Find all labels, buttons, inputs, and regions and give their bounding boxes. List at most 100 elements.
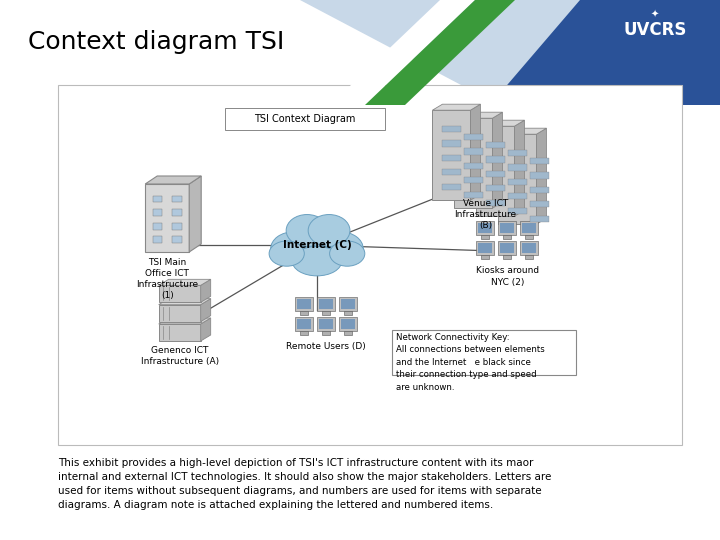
FancyBboxPatch shape — [477, 241, 494, 255]
FancyBboxPatch shape — [320, 299, 333, 309]
Polygon shape — [433, 104, 480, 110]
FancyBboxPatch shape — [172, 195, 181, 202]
FancyBboxPatch shape — [442, 155, 461, 161]
Polygon shape — [158, 299, 211, 305]
FancyBboxPatch shape — [172, 223, 181, 230]
FancyBboxPatch shape — [481, 255, 490, 259]
FancyBboxPatch shape — [486, 142, 505, 149]
Ellipse shape — [287, 222, 347, 268]
Text: Venue ICT
Infrastructure
(B): Venue ICT Infrastructure (B) — [454, 199, 516, 231]
FancyBboxPatch shape — [477, 126, 515, 216]
Polygon shape — [559, 136, 569, 232]
Polygon shape — [490, 0, 720, 105]
FancyBboxPatch shape — [297, 319, 311, 329]
FancyBboxPatch shape — [442, 126, 461, 132]
FancyBboxPatch shape — [522, 224, 536, 233]
FancyBboxPatch shape — [442, 140, 461, 147]
Ellipse shape — [271, 232, 317, 265]
FancyBboxPatch shape — [172, 209, 181, 216]
FancyBboxPatch shape — [300, 331, 308, 335]
Text: Internet (C): Internet (C) — [282, 240, 351, 250]
Polygon shape — [454, 112, 503, 118]
FancyBboxPatch shape — [341, 319, 356, 329]
Polygon shape — [492, 112, 503, 208]
FancyBboxPatch shape — [481, 235, 490, 239]
Ellipse shape — [269, 241, 305, 266]
Polygon shape — [201, 299, 211, 322]
Text: This exhibit provides a high-level depiction of TSI's ICT infrastructure content: This exhibit provides a high-level depic… — [58, 458, 552, 510]
FancyBboxPatch shape — [464, 192, 483, 198]
FancyBboxPatch shape — [526, 255, 534, 259]
FancyBboxPatch shape — [433, 110, 470, 200]
FancyBboxPatch shape — [464, 134, 483, 140]
FancyBboxPatch shape — [153, 223, 162, 230]
FancyBboxPatch shape — [508, 164, 527, 171]
FancyBboxPatch shape — [295, 317, 313, 331]
Text: Kiosks around
NYC (2): Kiosks around NYC (2) — [476, 266, 539, 287]
Polygon shape — [515, 120, 524, 216]
FancyBboxPatch shape — [500, 244, 514, 253]
Polygon shape — [158, 279, 211, 285]
Text: TSI Main
Office ICT
Infrastructure
(1): TSI Main Office ICT Infrastructure (1) — [136, 258, 198, 300]
FancyBboxPatch shape — [153, 209, 162, 216]
FancyBboxPatch shape — [318, 297, 336, 311]
Polygon shape — [300, 0, 720, 95]
FancyBboxPatch shape — [442, 184, 461, 190]
FancyBboxPatch shape — [344, 331, 352, 335]
FancyBboxPatch shape — [153, 195, 162, 202]
FancyBboxPatch shape — [508, 150, 527, 156]
FancyBboxPatch shape — [339, 297, 357, 311]
FancyBboxPatch shape — [323, 331, 330, 335]
FancyBboxPatch shape — [521, 221, 539, 235]
Text: Remote Users (D): Remote Users (D) — [287, 342, 366, 351]
FancyBboxPatch shape — [526, 235, 534, 239]
Ellipse shape — [286, 214, 328, 246]
Text: TSI Context Diagram: TSI Context Diagram — [254, 114, 356, 124]
FancyBboxPatch shape — [508, 179, 527, 185]
Polygon shape — [145, 176, 201, 184]
FancyBboxPatch shape — [153, 237, 162, 243]
FancyBboxPatch shape — [464, 177, 483, 184]
Text: Network Connectivity Key:
All connections between elements
and the Internet   e : Network Connectivity Key: All connection… — [396, 333, 544, 392]
FancyBboxPatch shape — [392, 330, 576, 375]
FancyBboxPatch shape — [503, 235, 511, 239]
FancyBboxPatch shape — [530, 215, 549, 222]
FancyBboxPatch shape — [341, 299, 356, 309]
Text: Context diagram TSI: Context diagram TSI — [28, 30, 284, 54]
FancyBboxPatch shape — [464, 163, 483, 169]
FancyBboxPatch shape — [498, 221, 516, 235]
Polygon shape — [470, 104, 480, 200]
FancyBboxPatch shape — [323, 311, 330, 315]
Polygon shape — [189, 176, 201, 252]
FancyBboxPatch shape — [486, 200, 505, 206]
FancyBboxPatch shape — [320, 319, 333, 329]
FancyBboxPatch shape — [530, 158, 549, 164]
Polygon shape — [158, 318, 211, 324]
FancyBboxPatch shape — [486, 157, 505, 163]
FancyBboxPatch shape — [486, 185, 505, 192]
FancyBboxPatch shape — [295, 297, 313, 311]
FancyBboxPatch shape — [486, 171, 505, 177]
Polygon shape — [536, 128, 546, 224]
FancyBboxPatch shape — [158, 305, 201, 322]
FancyBboxPatch shape — [521, 241, 539, 255]
FancyBboxPatch shape — [478, 244, 492, 253]
Ellipse shape — [308, 214, 350, 246]
FancyBboxPatch shape — [530, 201, 549, 207]
Polygon shape — [365, 0, 515, 105]
FancyBboxPatch shape — [500, 224, 514, 233]
FancyBboxPatch shape — [158, 324, 201, 341]
FancyBboxPatch shape — [58, 85, 682, 445]
Polygon shape — [498, 128, 546, 134]
Text: Genenco ICT
Infrastructure (A): Genenco ICT Infrastructure (A) — [140, 346, 219, 366]
FancyBboxPatch shape — [522, 244, 536, 253]
FancyBboxPatch shape — [530, 187, 549, 193]
FancyBboxPatch shape — [498, 241, 516, 255]
Polygon shape — [201, 279, 211, 302]
FancyBboxPatch shape — [300, 311, 308, 315]
FancyBboxPatch shape — [508, 207, 527, 214]
Polygon shape — [330, 0, 475, 105]
FancyBboxPatch shape — [318, 317, 336, 331]
Text: UVCRS: UVCRS — [624, 21, 687, 39]
FancyBboxPatch shape — [172, 237, 181, 243]
